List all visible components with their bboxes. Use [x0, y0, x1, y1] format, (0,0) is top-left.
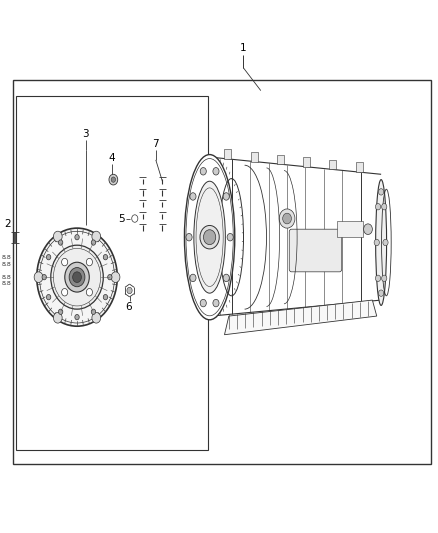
Circle shape — [46, 294, 51, 300]
Ellipse shape — [184, 155, 235, 320]
Circle shape — [58, 309, 63, 314]
Circle shape — [75, 314, 79, 320]
Text: 8.8: 8.8 — [1, 262, 11, 267]
Circle shape — [213, 167, 219, 175]
Text: 7: 7 — [152, 139, 159, 149]
Circle shape — [53, 312, 62, 323]
Circle shape — [86, 288, 92, 296]
Circle shape — [111, 177, 116, 182]
Text: 2: 2 — [4, 219, 11, 229]
Text: 3: 3 — [82, 128, 89, 139]
Circle shape — [37, 228, 117, 326]
Circle shape — [204, 230, 216, 245]
Circle shape — [127, 287, 132, 294]
Circle shape — [375, 275, 381, 281]
Circle shape — [62, 259, 68, 266]
Bar — [225, 149, 231, 159]
Circle shape — [378, 290, 384, 296]
Circle shape — [378, 189, 384, 195]
Circle shape — [65, 262, 89, 292]
Circle shape — [92, 231, 101, 242]
Circle shape — [58, 240, 63, 245]
Text: 8.8: 8.8 — [1, 281, 11, 286]
Circle shape — [86, 259, 92, 266]
Circle shape — [200, 225, 219, 249]
Circle shape — [364, 224, 372, 235]
Circle shape — [109, 174, 118, 185]
Circle shape — [51, 245, 103, 309]
Circle shape — [62, 288, 68, 296]
Text: 5: 5 — [119, 214, 125, 223]
Circle shape — [186, 233, 192, 241]
Circle shape — [103, 295, 108, 300]
Circle shape — [46, 255, 51, 260]
Circle shape — [374, 239, 379, 246]
Circle shape — [381, 275, 387, 281]
Circle shape — [279, 209, 295, 228]
Ellipse shape — [376, 180, 387, 305]
Circle shape — [223, 274, 230, 281]
Text: 8.8: 8.8 — [1, 274, 11, 280]
Bar — [16, 96, 208, 450]
Circle shape — [381, 204, 387, 210]
Circle shape — [108, 274, 112, 280]
Bar — [251, 152, 258, 161]
Bar — [337, 221, 363, 237]
Ellipse shape — [194, 181, 226, 293]
Circle shape — [91, 309, 95, 314]
Bar — [303, 157, 310, 167]
Bar — [277, 155, 284, 164]
Circle shape — [53, 231, 62, 242]
Circle shape — [111, 272, 120, 282]
Circle shape — [223, 193, 230, 200]
Circle shape — [103, 255, 108, 260]
Circle shape — [200, 300, 206, 307]
Circle shape — [375, 204, 381, 210]
FancyBboxPatch shape — [289, 229, 342, 272]
Circle shape — [75, 235, 79, 240]
Text: 1: 1 — [240, 43, 247, 53]
Polygon shape — [225, 300, 377, 335]
Circle shape — [73, 272, 81, 282]
Circle shape — [383, 239, 388, 246]
Bar — [329, 160, 336, 169]
Circle shape — [200, 167, 206, 175]
Bar — [13, 80, 431, 464]
Circle shape — [42, 274, 46, 280]
Circle shape — [34, 272, 43, 282]
Circle shape — [92, 312, 101, 323]
Circle shape — [227, 233, 233, 241]
Circle shape — [190, 193, 196, 200]
Bar — [356, 163, 363, 172]
Circle shape — [213, 300, 219, 307]
Circle shape — [190, 274, 196, 281]
Circle shape — [91, 240, 95, 245]
Text: 6: 6 — [125, 302, 132, 312]
Circle shape — [69, 268, 85, 287]
Text: 4: 4 — [109, 152, 115, 163]
Circle shape — [283, 213, 291, 224]
Text: 8.8: 8.8 — [1, 255, 11, 261]
